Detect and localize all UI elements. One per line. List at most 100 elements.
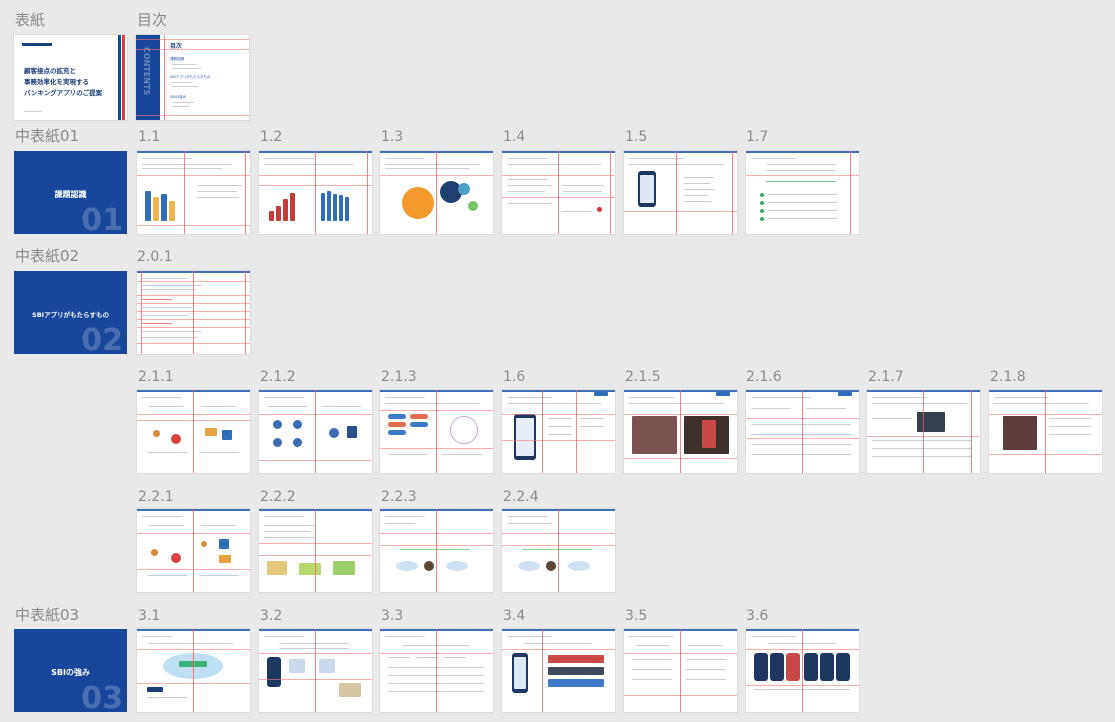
guide-line xyxy=(259,679,372,680)
text-line xyxy=(385,164,480,166)
text-line xyxy=(872,440,972,442)
guide-line xyxy=(558,509,560,592)
guide-line xyxy=(259,543,372,544)
guide-line xyxy=(137,327,250,328)
guide-line xyxy=(184,151,186,234)
guide-line xyxy=(802,629,804,712)
guide-line xyxy=(746,685,859,686)
slide-thumbnail[interactable] xyxy=(380,509,493,592)
guide-line xyxy=(989,454,1102,455)
person-icon xyxy=(293,420,302,429)
bubble-mark xyxy=(468,201,478,211)
slide-thumbnail[interactable] xyxy=(380,151,493,234)
slide-heading xyxy=(872,397,927,399)
guide-line xyxy=(923,390,925,473)
text-line xyxy=(400,549,470,551)
slide-number-label: 1.3 xyxy=(381,129,404,145)
slide-thumbnail[interactable] xyxy=(502,151,615,234)
text-line xyxy=(142,168,222,170)
check-icon xyxy=(760,193,764,197)
text-line xyxy=(872,448,972,450)
guide-line xyxy=(259,653,372,654)
guide-line xyxy=(971,390,973,473)
bubble-mark xyxy=(402,187,434,219)
slide-thumbnail[interactable] xyxy=(380,390,493,473)
guide-line xyxy=(259,555,372,556)
cover-footer xyxy=(24,111,42,113)
slide-thumbnail-divider-01[interactable]: 課題認識 01 xyxy=(14,151,127,238)
slide-thumbnail[interactable] xyxy=(259,509,372,592)
slide-thumbnail[interactable] xyxy=(746,151,859,234)
slide-thumbnail[interactable] xyxy=(137,390,250,473)
slide-thumbnail[interactable] xyxy=(746,629,859,712)
bar-mark xyxy=(321,193,325,221)
slide-thumbnail[interactable] xyxy=(624,151,737,234)
slide-thumbnail[interactable] xyxy=(137,629,250,712)
slide-thumbnail[interactable] xyxy=(624,390,737,473)
guide-line xyxy=(436,390,438,473)
text-line xyxy=(684,183,710,185)
phone-mockup xyxy=(820,653,834,681)
slide-thumbnail[interactable] xyxy=(624,629,737,712)
slide-thumbnail-cover[interactable]: 顧客接点の拡充と 事務効率化を実現する バンキングアプリのご提案 xyxy=(14,35,127,120)
slide-thumbnail-toc[interactable]: CONTENTS 目次 課題認識 SBIアプリがもたらすもの SBIの強み xyxy=(136,35,249,120)
bubble-mark xyxy=(440,181,462,203)
slide-thumbnail[interactable] xyxy=(137,271,250,354)
slide-number-label: 2.1.3 xyxy=(381,369,417,385)
slide-heading xyxy=(507,636,552,638)
toc-subline xyxy=(172,68,202,70)
text-line xyxy=(142,299,172,301)
guide-line xyxy=(502,649,615,650)
slide-heading xyxy=(264,636,304,638)
guide-line xyxy=(624,414,737,415)
slide-thumbnail[interactable] xyxy=(989,390,1102,473)
guide-line xyxy=(436,509,438,592)
slide-thumbnail[interactable] xyxy=(380,629,493,712)
slide-thumbnail[interactable] xyxy=(502,390,615,473)
cloud-shape xyxy=(518,561,540,571)
text-line xyxy=(197,185,242,187)
guide-line xyxy=(576,390,578,473)
slide-heading xyxy=(751,397,811,399)
person-icon xyxy=(329,428,339,438)
pill xyxy=(388,422,406,427)
slide-thumbnail[interactable] xyxy=(259,629,372,712)
text-line xyxy=(197,197,239,199)
slide-heading xyxy=(264,397,304,399)
slide-thumbnail[interactable] xyxy=(502,629,615,712)
slide-thumbnail-divider-03[interactable]: SBIの強み 03 xyxy=(14,629,127,716)
screen-image xyxy=(339,683,361,697)
guide-line xyxy=(137,649,250,650)
section-label-div02: 中表紙02 xyxy=(15,247,80,265)
banner xyxy=(548,679,604,687)
slide-number-label: 2.2.2 xyxy=(260,489,296,505)
slide-thumbnail-divider-02[interactable]: SBIアプリがもたらすもの 02 xyxy=(14,271,127,358)
guide-line xyxy=(137,281,250,282)
text-line xyxy=(768,194,838,196)
slide-thumbnail[interactable] xyxy=(867,390,980,473)
slide-number-label: 3.3 xyxy=(381,608,404,624)
slide-number-label: 3.2 xyxy=(260,608,283,624)
slide-thumbnail[interactable] xyxy=(259,390,372,473)
slide-topbar xyxy=(502,629,615,631)
bar-mark xyxy=(339,195,343,221)
guide-line xyxy=(259,460,372,461)
slide-thumbnail[interactable] xyxy=(502,509,615,592)
check-icon xyxy=(760,217,764,221)
guide-line xyxy=(746,175,859,176)
pill xyxy=(388,414,406,419)
slide-thumbnail[interactable] xyxy=(137,509,250,592)
slide-thumbnail[interactable] xyxy=(746,390,859,473)
guide-line xyxy=(259,185,372,186)
guide-line xyxy=(542,629,544,712)
slide-thumbnail[interactable] xyxy=(137,151,250,234)
person-icon xyxy=(273,438,282,447)
slide-heading xyxy=(385,636,425,638)
text-line xyxy=(385,403,480,405)
slide-number-label: 2.2.1 xyxy=(138,489,174,505)
cover-stripe-blue xyxy=(118,35,121,120)
slide-thumbnail[interactable] xyxy=(259,151,372,234)
divider-number: 02 xyxy=(81,323,123,358)
bar-mark xyxy=(169,201,175,221)
slide-number-label: 1.1 xyxy=(138,129,161,145)
